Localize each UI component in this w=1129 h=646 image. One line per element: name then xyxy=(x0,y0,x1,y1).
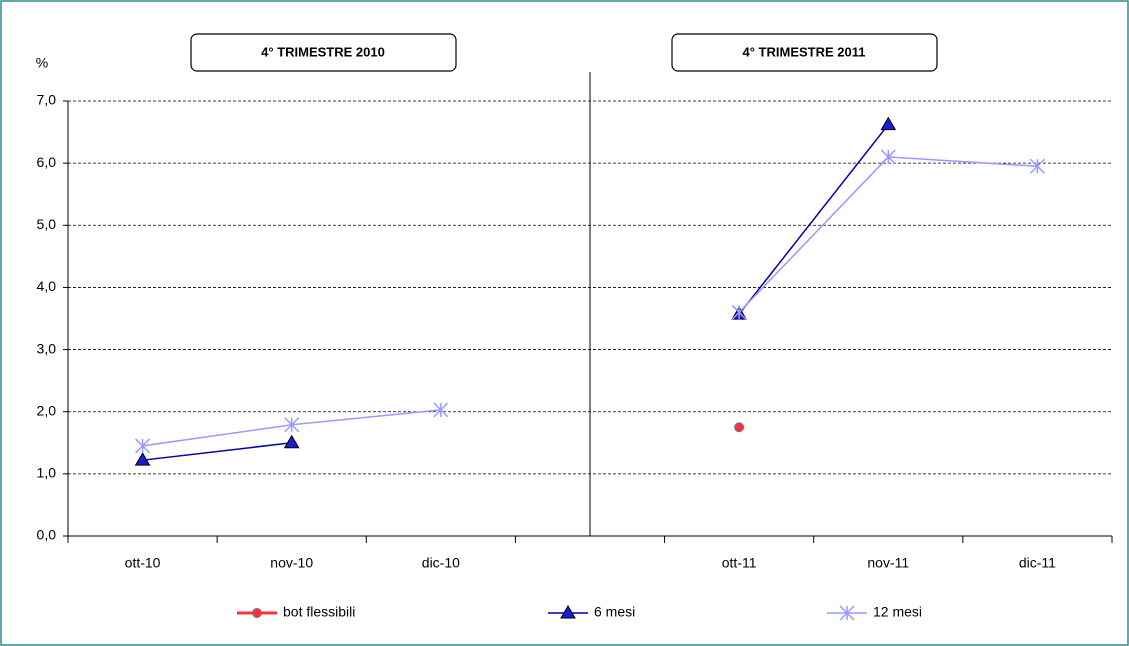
header-box xyxy=(671,33,938,72)
data-point xyxy=(135,438,151,454)
y-tick-label: 7,0 xyxy=(37,92,57,108)
y-tick-label: 4,0 xyxy=(37,278,57,294)
legend-marker xyxy=(560,605,576,619)
x-tick-label: dic-11 xyxy=(1019,555,1056,571)
series-line xyxy=(738,124,889,315)
y-tick-label: 0,0 xyxy=(37,527,57,543)
y-tick-label: 1,0 xyxy=(37,465,57,481)
data-point xyxy=(433,402,449,418)
x-tick-label: nov-10 xyxy=(270,555,313,571)
data-point xyxy=(880,149,896,165)
x-tick-label: ott-10 xyxy=(125,555,161,571)
header-title: 4° TRIMESTRE 2010 xyxy=(261,44,385,59)
legend-marker xyxy=(252,608,262,618)
legend-label: 12 mesi xyxy=(873,604,922,620)
x-tick-label: dic-10 xyxy=(422,555,460,571)
data-point xyxy=(731,304,747,320)
header-box xyxy=(190,33,457,72)
legend-marker xyxy=(839,605,855,621)
y-tick-label: 5,0 xyxy=(37,216,57,232)
y-axis-label: % xyxy=(36,55,48,71)
legend-label: bot flessibili xyxy=(283,604,355,620)
data-point xyxy=(734,422,745,433)
data-point xyxy=(134,452,151,466)
data-point xyxy=(1029,158,1045,174)
y-tick-label: 2,0 xyxy=(37,402,57,418)
x-tick-label: nov-11 xyxy=(867,555,909,571)
data-point xyxy=(880,116,897,131)
legend-label: 6 mesi xyxy=(594,604,635,620)
data-point xyxy=(283,434,300,449)
header-title: 4° TRIMESTRE 2011 xyxy=(743,44,866,59)
y-tick-label: 3,0 xyxy=(37,340,57,356)
series-line xyxy=(142,442,292,461)
x-tick-label: ott-11 xyxy=(722,555,757,571)
y-tick-label: 6,0 xyxy=(37,154,57,170)
data-point xyxy=(284,417,300,433)
